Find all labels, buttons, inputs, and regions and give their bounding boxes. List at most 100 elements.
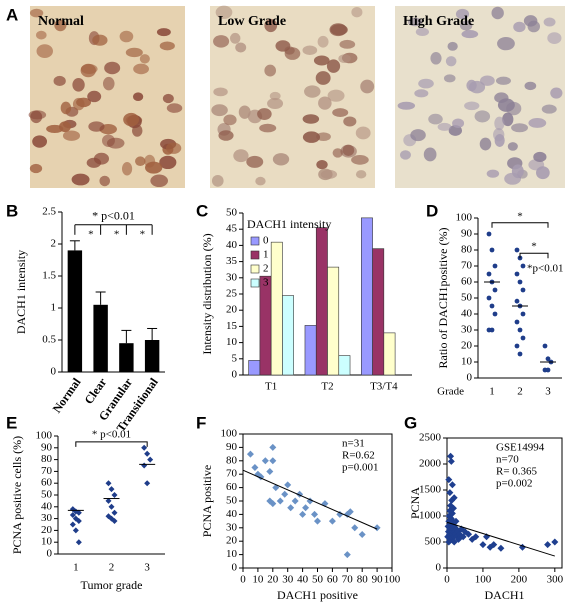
y-tick-label: 0: [47, 548, 53, 560]
y-tick-label: 2500: [419, 432, 442, 444]
nucleus: [72, 78, 85, 92]
bar: [338, 355, 351, 376]
nucleus: [528, 118, 547, 128]
nucleus: [351, 7, 363, 18]
y-tick-label: 30: [226, 521, 238, 533]
y-tick-label: 100: [36, 430, 53, 442]
nucleus: [29, 163, 43, 174]
point: [373, 524, 381, 532]
nucleus: [423, 147, 437, 162]
nucleus: [162, 93, 174, 104]
nucleus: [218, 130, 234, 141]
point: [314, 517, 321, 525]
annotation: *: [114, 228, 120, 240]
nucleus: [36, 44, 53, 59]
bar: [119, 343, 134, 372]
nucleus: [543, 17, 556, 27]
nucleus: [415, 27, 430, 37]
dot: [517, 327, 523, 333]
bar: [67, 250, 83, 372]
point: [269, 500, 277, 508]
annotation: *: [517, 210, 523, 222]
x-axis-label: Tumor grade: [81, 578, 143, 592]
annotation: GSE14994: [496, 442, 545, 454]
bar: [304, 325, 317, 376]
x-tick-label: 40: [297, 574, 309, 586]
legend-swatch: [250, 278, 260, 288]
y-tick-label: 1.5: [42, 270, 56, 282]
x-tick-label: T2: [321, 381, 333, 393]
nucleus: [408, 17, 423, 27]
bar: [248, 360, 261, 376]
dot: [545, 367, 551, 373]
y-tick-label: 50: [461, 292, 473, 304]
dot: [108, 503, 115, 510]
nucleus: [486, 169, 500, 178]
y-tick-label: 1500: [419, 484, 442, 496]
legend-label: 1: [263, 249, 269, 261]
nucleus: [327, 89, 345, 102]
x-tick-label: 300: [547, 574, 564, 586]
nucleus: [246, 155, 264, 168]
nucleus: [445, 56, 457, 67]
y-tick-label: 20: [226, 535, 238, 547]
significance-bracket: [75, 441, 148, 447]
y-tick-label: 40: [226, 508, 238, 520]
y-tick-label: 30: [461, 324, 473, 336]
point: [269, 457, 277, 465]
nucleus: [491, 6, 504, 20]
nucleus: [523, 15, 538, 27]
nucleus: [313, 55, 330, 66]
y-tick-label: 70: [41, 465, 53, 477]
bar: [315, 227, 328, 376]
bar: [372, 248, 385, 376]
nucleus: [269, 91, 281, 101]
nucleus: [272, 153, 290, 166]
point: [448, 509, 456, 517]
panel-letter: A: [6, 5, 18, 24]
nucleus: [238, 105, 251, 119]
nucleus: [430, 51, 442, 65]
nucleus: [28, 110, 47, 120]
point: [291, 497, 299, 505]
dot: [520, 311, 526, 317]
y-tick-label: 90: [226, 441, 238, 453]
annotation: *: [140, 228, 146, 240]
nucleus: [480, 75, 495, 86]
nucleus: [135, 156, 146, 167]
bar: [93, 304, 108, 372]
nucleus: [342, 144, 355, 156]
point: [351, 524, 359, 532]
nucleus: [275, 40, 291, 52]
point: [450, 494, 458, 502]
nucleus: [524, 81, 537, 91]
nucleus: [102, 134, 115, 147]
x-tick-label: 100: [384, 574, 401, 586]
x-tick-label: 2: [517, 386, 523, 398]
nucleus: [511, 123, 528, 133]
annotation: * p<0.01: [92, 209, 135, 223]
y-tick-label: 30: [41, 512, 53, 524]
nucleus: [355, 170, 367, 179]
nucleus: [550, 87, 563, 99]
y-tick-label: 50: [226, 495, 238, 507]
nucleus: [87, 90, 102, 103]
panel-letter: G: [404, 413, 417, 432]
nucleus: [259, 123, 277, 133]
nucleus: [284, 47, 301, 60]
y-tick-label: 0: [232, 369, 238, 381]
y-tick-label: 500: [425, 536, 442, 548]
nucleus: [511, 164, 524, 179]
x-axis-label: Grade: [437, 386, 464, 398]
y-axis-label: PCNA positive cells (%): [10, 436, 24, 554]
dot: [489, 303, 495, 309]
point: [452, 517, 460, 525]
annotation: *p<0.01: [527, 263, 563, 275]
x-tick-label: 200: [511, 574, 528, 586]
nucleus: [338, 54, 351, 63]
nucleus: [360, 79, 375, 94]
point: [358, 531, 366, 538]
dot: [514, 271, 520, 277]
dot: [520, 335, 526, 341]
nucleus: [452, 118, 465, 128]
